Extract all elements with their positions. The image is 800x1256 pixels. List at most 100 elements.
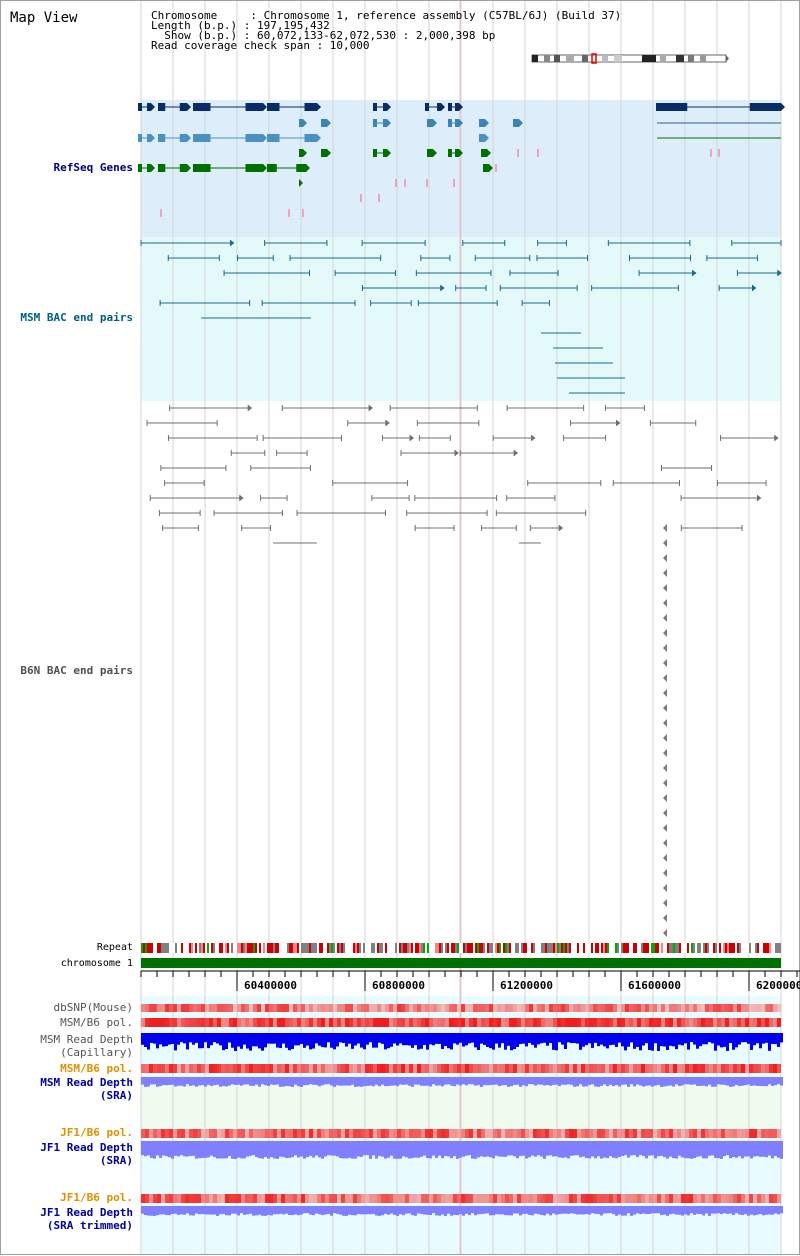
b6n-bac-label[interactable]: B6N BAC end pairs [20, 664, 133, 677]
read-depth-bar [549, 1033, 552, 1043]
read-depth-bar [393, 1033, 396, 1044]
polymorphism-cell [473, 1064, 477, 1073]
b6n-bac-end-arrow [663, 839, 667, 847]
gene-exon [448, 149, 452, 157]
gene-exon [267, 164, 277, 172]
polymorphism-cell [725, 1194, 729, 1203]
repeat-element [341, 943, 343, 953]
msm-pol-sra-label[interactable]: MSM/B6 pol. [60, 1062, 133, 1075]
read-depth-bar [456, 1077, 459, 1085]
polymorphism-cell [433, 1064, 437, 1073]
b6n-bac-end-arrow [663, 764, 667, 772]
read-depth-bar [600, 1141, 603, 1159]
read-depth-bar [405, 1077, 408, 1085]
polymorphism-cell [597, 1129, 601, 1138]
jf1-pol-trimmed-label[interactable]: JF1/B6 pol. [60, 1191, 133, 1204]
polymorphism-cell [609, 1018, 613, 1027]
polymorphism-cell [245, 1194, 249, 1203]
polymorphism-cell [641, 1064, 645, 1073]
polymorphism-cell [293, 1018, 297, 1027]
read-depth-bar [684, 1077, 687, 1085]
jf1-trimmed-label-1[interactable]: JF1 Read Depth [40, 1206, 133, 1219]
polymorphism-cell [737, 1004, 741, 1012]
polymorphism-cell [737, 1064, 741, 1073]
dbsnp-label[interactable]: dbSNP(Mouse) [53, 1001, 133, 1014]
axis-tick-label: 61200000 [500, 979, 553, 992]
read-depth-bar [606, 1141, 609, 1159]
polymorphism-cell [721, 1018, 725, 1027]
polymorphism-cell [565, 1018, 569, 1027]
read-depth-bar [720, 1077, 723, 1085]
read-depth-bar [543, 1141, 546, 1159]
b6n-bac-pair-arrow [514, 450, 519, 456]
polymorphism-cell [421, 1194, 425, 1203]
polymorphism-cell [673, 1004, 677, 1012]
polymorphism-cell [361, 1129, 365, 1138]
read-depth-bar [303, 1077, 306, 1086]
polymorphism-cell [353, 1129, 357, 1138]
msm-pol-label[interactable]: MSM/B6 pol. [60, 1016, 133, 1029]
repeat-element [469, 943, 471, 953]
read-depth-bar [546, 1206, 549, 1214]
read-depth-bar [279, 1033, 282, 1049]
read-depth-bar [744, 1077, 747, 1086]
msm-bac-label[interactable]: MSM BAC end pairs [20, 311, 133, 324]
polymorphism-cell [561, 1129, 565, 1138]
msm-depth-sra-label-1[interactable]: MSM Read Depth [40, 1076, 133, 1089]
axis-tick-label: 60400000 [244, 979, 297, 992]
read-depth-bar [183, 1033, 186, 1044]
read-depth-bar [591, 1033, 594, 1048]
read-depth-bar [537, 1141, 540, 1156]
polymorphism-cell [189, 1004, 193, 1012]
read-depth-bar [774, 1141, 777, 1157]
jf1-pol-label[interactable]: JF1/B6 pol. [60, 1126, 133, 1139]
polymorphism-cell [449, 1018, 453, 1027]
repeat-element [607, 943, 609, 953]
repeat-element [297, 943, 299, 953]
repeat-element [193, 943, 195, 953]
repeat-element [435, 943, 437, 953]
read-depth-bar [495, 1206, 498, 1215]
read-depth-bar [522, 1077, 525, 1086]
polymorphism-cell [609, 1194, 613, 1203]
read-depth-bar [732, 1141, 735, 1158]
polymorphism-cell [521, 1129, 525, 1138]
read-depth-bar [738, 1141, 741, 1157]
repeat-element [201, 943, 203, 953]
read-depth-bar [321, 1033, 324, 1048]
polymorphism-cell [765, 1194, 769, 1203]
read-depth-bar [711, 1077, 714, 1087]
read-depth-bar [237, 1141, 240, 1158]
polymorphism-cell [741, 1194, 745, 1203]
polymorphism-cell [249, 1004, 253, 1012]
map-view-title: Map View [10, 10, 78, 26]
b6n-bac-end-arrow [663, 824, 667, 832]
polymorphism-cell [733, 1004, 737, 1012]
msm-depth-capillary-label-1[interactable]: MSM Read Depth [40, 1033, 133, 1046]
repeat-element [771, 943, 773, 953]
jf1-depth-label-1[interactable]: JF1 Read Depth [40, 1141, 133, 1154]
polymorphism-cell [525, 1194, 529, 1203]
read-depth-bar [186, 1206, 189, 1214]
polymorphism-cell [309, 1194, 313, 1203]
b6n-bac-end-arrow [663, 644, 667, 652]
polymorphism-cell [737, 1018, 741, 1027]
polymorphism-cell [761, 1129, 765, 1138]
polymorphism-cell [329, 1129, 333, 1138]
repeat-element [351, 943, 353, 953]
repeat-element [253, 943, 255, 953]
polymorphism-cell [369, 1004, 373, 1012]
chromosome-ideogram[interactable] [530, 53, 730, 65]
read-depth-bar [708, 1077, 711, 1085]
read-depth-bar [156, 1141, 159, 1156]
read-depth-bar [402, 1077, 405, 1085]
polymorphism-cell [681, 1194, 685, 1203]
polymorphism-cell [413, 1004, 417, 1012]
read-depth-bar [612, 1077, 615, 1087]
polymorphism-cell [253, 1004, 257, 1012]
read-depth-bar [363, 1077, 366, 1087]
read-depth-bar [291, 1033, 294, 1049]
polymorphism-cell [457, 1064, 461, 1073]
refseq-genes-label[interactable]: RefSeq Genes [53, 161, 133, 174]
